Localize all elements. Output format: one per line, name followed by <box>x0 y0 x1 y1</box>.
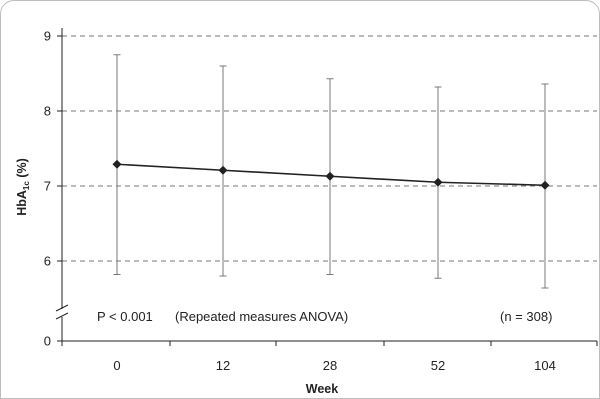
data-point-12 <box>218 165 228 175</box>
series-line <box>112 159 550 190</box>
x-tick-label-104: 104 <box>534 358 556 373</box>
y-axis-title-sub: 1c <box>22 181 31 190</box>
data-point-52 <box>433 177 443 187</box>
y-axis-title: HbA1c (%) <box>15 158 31 216</box>
test-annotation: (Repeated measures ANOVA) <box>175 309 348 324</box>
x-axis-title: Week <box>306 382 338 396</box>
tick-labels: 0 6 7 8 9 0 12 28 52 104 <box>44 29 556 374</box>
y-tick-label-8: 8 <box>44 104 51 119</box>
error-bars <box>113 54 549 289</box>
data-point-104 <box>540 180 550 190</box>
x-tick-label-0: 0 <box>113 358 120 373</box>
y-axis-title-main: HbA <box>15 190 29 216</box>
axes <box>55 28 598 346</box>
axis-break-mark-bottom <box>55 312 69 320</box>
gridlines <box>62 35 597 262</box>
axis-break-mark-top <box>55 304 69 312</box>
data-point-0 <box>112 159 122 169</box>
data-point-28 <box>325 171 335 181</box>
y-axis-title-unit: (%) <box>15 158 29 181</box>
y-tick-label-7: 7 <box>44 179 51 194</box>
x-tick-label-28: 28 <box>323 358 337 373</box>
p-value-annotation: P < 0.001 <box>97 309 153 324</box>
x-tick-label-52: 52 <box>431 358 445 373</box>
x-tick-label-12: 12 <box>216 358 230 373</box>
n-annotation: (n = 308) <box>500 309 552 324</box>
y-tick-label-0: 0 <box>44 334 51 349</box>
y-tick-label-9: 9 <box>44 29 51 44</box>
y-tick-label-6: 6 <box>44 254 51 269</box>
